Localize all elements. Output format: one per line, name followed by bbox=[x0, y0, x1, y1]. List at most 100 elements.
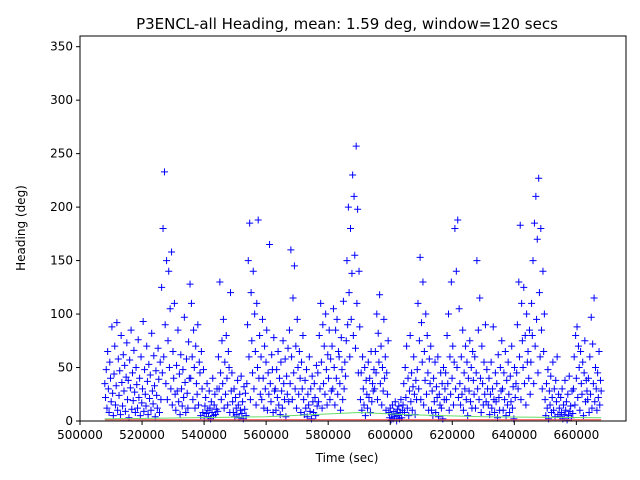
data-point bbox=[578, 390, 586, 398]
data-point bbox=[239, 398, 247, 406]
data-point bbox=[207, 398, 215, 406]
data-point bbox=[124, 396, 132, 404]
data-point bbox=[249, 267, 257, 275]
data-point bbox=[483, 366, 491, 374]
data-point bbox=[123, 339, 131, 347]
data-point bbox=[234, 401, 242, 409]
x-tick-label: 520000 bbox=[119, 428, 165, 442]
data-point bbox=[200, 366, 208, 374]
data-point bbox=[320, 342, 328, 350]
data-point bbox=[373, 310, 381, 318]
data-point bbox=[540, 310, 548, 318]
data-point bbox=[288, 353, 296, 361]
data-point bbox=[489, 385, 497, 393]
data-point bbox=[180, 393, 188, 401]
data-point bbox=[475, 396, 483, 404]
data-point bbox=[414, 299, 422, 307]
data-point bbox=[118, 379, 126, 386]
data-point bbox=[261, 342, 269, 350]
data-point bbox=[203, 380, 211, 388]
data-point bbox=[531, 342, 539, 350]
data-point bbox=[329, 385, 337, 393]
data-point bbox=[317, 358, 325, 366]
data-point bbox=[515, 278, 523, 286]
data-point bbox=[498, 385, 506, 393]
data-point bbox=[359, 385, 367, 393]
data-point bbox=[589, 340, 597, 348]
data-point bbox=[501, 396, 509, 404]
data-point bbox=[528, 331, 536, 339]
data-point bbox=[133, 404, 141, 412]
data-point bbox=[408, 406, 416, 414]
data-point bbox=[373, 396, 381, 404]
data-point bbox=[476, 294, 484, 302]
data-point bbox=[538, 326, 546, 334]
data-point bbox=[298, 358, 306, 366]
data-point bbox=[312, 361, 320, 369]
data-point bbox=[445, 310, 453, 318]
data-point bbox=[342, 372, 350, 380]
data-point bbox=[246, 396, 254, 404]
data-point bbox=[415, 385, 423, 393]
data-point bbox=[371, 347, 379, 355]
data-point bbox=[256, 331, 264, 339]
data-point bbox=[241, 405, 249, 413]
data-point bbox=[441, 385, 449, 393]
data-point bbox=[381, 353, 389, 361]
data-point bbox=[377, 342, 385, 350]
data-point bbox=[421, 376, 429, 384]
data-point bbox=[512, 380, 520, 388]
data-point bbox=[469, 376, 477, 384]
data-point bbox=[109, 412, 117, 420]
data-point bbox=[138, 399, 146, 407]
data-point bbox=[133, 381, 141, 389]
data-point bbox=[547, 372, 555, 380]
data-point bbox=[364, 358, 372, 366]
data-point bbox=[524, 347, 532, 355]
data-point bbox=[426, 380, 434, 388]
data-point bbox=[166, 305, 174, 313]
data-point bbox=[436, 401, 444, 409]
data-point bbox=[522, 401, 530, 409]
data-point bbox=[243, 380, 251, 388]
data-point bbox=[342, 337, 350, 345]
data-point bbox=[540, 347, 548, 355]
data-point bbox=[129, 369, 137, 377]
data-point bbox=[161, 321, 169, 329]
data-point bbox=[496, 364, 504, 372]
data-point bbox=[558, 385, 566, 393]
data-point bbox=[495, 393, 503, 401]
data-point bbox=[211, 390, 219, 398]
data-point bbox=[543, 404, 551, 412]
data-point bbox=[268, 351, 276, 359]
data-point bbox=[110, 370, 118, 378]
data-point bbox=[175, 370, 183, 378]
data-point bbox=[114, 406, 122, 414]
data-point bbox=[593, 406, 601, 414]
data-point bbox=[332, 374, 340, 382]
data-point bbox=[447, 390, 455, 398]
data-point bbox=[143, 342, 151, 350]
data-point bbox=[550, 385, 558, 393]
y-tick-label: 100 bbox=[50, 307, 73, 321]
data-point bbox=[529, 257, 537, 265]
data-point bbox=[412, 376, 420, 384]
data-point bbox=[528, 299, 536, 307]
data-point bbox=[282, 413, 290, 421]
data-point bbox=[347, 315, 355, 323]
y-tick-label: 150 bbox=[50, 254, 73, 268]
data-point bbox=[338, 366, 346, 374]
data-point bbox=[111, 401, 119, 409]
data-point bbox=[317, 299, 325, 307]
data-point bbox=[401, 364, 409, 372]
data-point bbox=[469, 347, 477, 355]
data-point bbox=[592, 385, 600, 393]
data-point bbox=[308, 372, 316, 380]
data-point bbox=[505, 390, 513, 398]
data-point bbox=[294, 364, 302, 372]
data-point bbox=[119, 351, 127, 359]
x-tick-label: 600000 bbox=[367, 428, 413, 442]
x-tick-label: 640000 bbox=[491, 428, 537, 442]
data-point bbox=[163, 257, 171, 265]
data-point bbox=[219, 315, 227, 323]
